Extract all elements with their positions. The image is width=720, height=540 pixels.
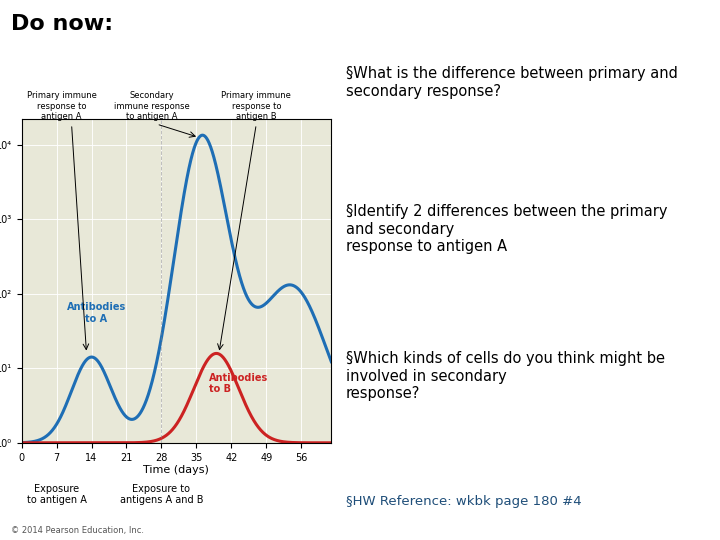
Text: © 2014 Pearson Education, Inc.: © 2014 Pearson Education, Inc. [11,525,144,535]
Text: §Which kinds of cells do you think might be
involved in secondary
response?: §Which kinds of cells do you think might… [346,352,665,401]
Text: Do now:: Do now: [11,14,113,33]
Text: Exposure to
antigens A and B: Exposure to antigens A and B [120,484,203,505]
X-axis label: Time (days): Time (days) [143,465,210,475]
Text: Exposure
to antigen A: Exposure to antigen A [27,484,86,505]
Text: Primary immune
response to
antigen B: Primary immune response to antigen B [221,91,291,121]
Text: §What is the difference between primary and
secondary response?: §What is the difference between primary … [346,66,678,99]
Text: Antibodies
to B: Antibodies to B [209,373,268,394]
Text: Antibodies
to A: Antibodies to A [67,302,126,323]
Text: §HW Reference: wkbk page 180 #4: §HW Reference: wkbk page 180 #4 [346,495,581,508]
Text: Primary immune
response to
antigen A: Primary immune response to antigen A [27,91,96,121]
Text: Secondary
immune response
to antigen A: Secondary immune response to antigen A [114,91,189,121]
Text: §Identify 2 differences between the primary
and secondary
response to antigen A: §Identify 2 differences between the prim… [346,204,667,254]
